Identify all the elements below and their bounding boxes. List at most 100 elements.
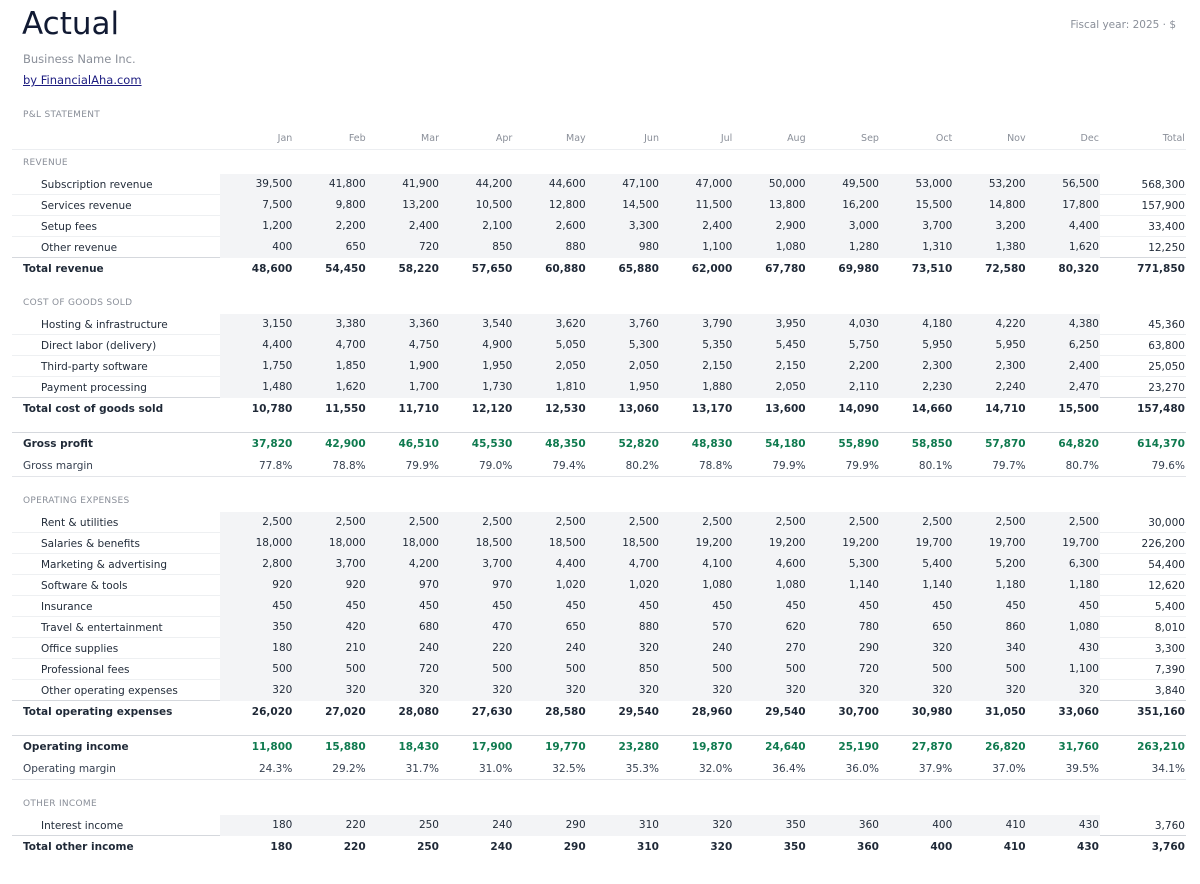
month-cell: 220 [439,638,514,659]
row-label: Software & tools [41,579,128,592]
month-cell: 69,980 [838,262,879,275]
month-cell: 3,700 [439,554,514,575]
month-cell: 320 [659,680,734,701]
month-cell: 31,760 [1058,741,1099,753]
month-cell: 10,780 [251,402,293,415]
month-cell: 58,220 [398,262,439,275]
month-cell: 13,800 [733,195,807,216]
month-cell: 29.2% [332,762,366,775]
month-cell: 320 [879,680,954,701]
month-cell: 2,200 [293,216,367,237]
month-cell: 650 [513,617,587,638]
statement-heading: P&L STATEMENT [23,110,101,120]
month-cell: 360 [857,840,879,853]
pl-table: Jan Feb Mar Apr May Jun Jul Aug Sep Oct Nov Dec Tota… [12,128,1186,857]
month-cell: 400 [930,840,953,853]
month-cell: 4,700 [293,335,367,356]
month-cell: 1,950 [586,377,660,398]
month-cell: 2,500 [879,512,954,533]
business-name: Business Name Inc. [23,52,136,66]
month-cell: 31,050 [985,705,1026,718]
month-cell: 450 [366,596,440,617]
month-cell: 850 [586,659,660,680]
row-label: Interest income [41,819,124,832]
month-cell: 14,660 [911,402,953,415]
month-cell: 27,870 [911,741,953,753]
month-cell: 1,100 [659,237,734,258]
month-cell: 290 [513,815,587,836]
month-cell: 2,110 [806,377,880,398]
month-cell: 26,820 [985,741,1026,753]
month-cell: 970 [366,575,440,596]
month-cell: 1,810 [513,377,587,398]
total-cell: 3,760 [1151,840,1185,853]
month-cell: 5,400 [879,554,954,575]
month-cell: 3,000 [806,216,880,237]
month-cell: 570 [659,617,734,638]
month-cell: 30,980 [911,705,953,718]
month-cell: 39,500 [220,174,294,195]
month-cell: 12,530 [545,402,586,415]
month-cell: 78.8% [332,459,366,472]
month-cell: 39.5% [1065,762,1099,775]
row-label: COST OF GOODS SOLD [23,298,133,308]
month-cell: 41,800 [293,174,367,195]
total-row: Total cost of goods sold 10,780 11,550 11,7… [12,397,1186,419]
row-label: Salaries & benefits [41,537,140,550]
month-cell: 180 [270,840,293,853]
month-cell: 290 [563,840,586,853]
month-cell: 430 [1026,815,1100,836]
month-cell: 980 [586,237,660,258]
row-label: Rent & utilities [41,516,119,529]
month-cell: 1,180 [953,575,1027,596]
month-cell: 2,100 [439,216,514,237]
column-header: Nov [1007,133,1026,144]
table-row: Travel & entertainment 350 420 680 470 650 880… [12,617,1186,638]
month-cell: 470 [439,617,514,638]
month-cell: 500 [953,659,1027,680]
month-cell: 720 [806,659,880,680]
table-row: Third-party software 1,750 1,850 1,900 1,950… [12,356,1186,377]
month-cell: 11,500 [659,195,734,216]
month-cell: 2,800 [220,554,294,575]
month-cell: 450 [659,596,734,617]
month-cell: 2,050 [733,377,807,398]
month-cell: 37.0% [992,762,1026,775]
table-row: Professional fees 500 500 720 500 500 850 500 50… [12,659,1186,680]
month-cell: 78.8% [698,459,733,472]
month-cell: 1,020 [586,575,660,596]
month-cell: 2,200 [806,356,880,377]
total-cell: 3,300 [1154,642,1185,655]
month-cell: 6,300 [1026,554,1100,575]
month-cell: 2,300 [953,356,1027,377]
month-cell: 5,450 [733,335,807,356]
month-cell: 350 [733,815,807,836]
month-cell: 320 [293,680,367,701]
month-cell: 56,500 [1026,174,1100,195]
month-cell: 6,250 [1026,335,1100,356]
month-cell: 4,700 [586,554,660,575]
financialaha-link[interactable]: by FinancialAha.com [23,73,142,87]
total-cell: 12,250 [1148,241,1185,254]
month-cell: 180 [220,638,294,659]
month-cell: 54,450 [325,262,366,275]
month-cell: 880 [586,617,660,638]
month-cell: 79.9% [845,459,879,472]
month-cell: 320 [220,680,294,701]
month-cell: 46,510 [398,438,439,450]
month-cell: 29,540 [618,705,659,718]
month-cell: 220 [343,840,366,853]
month-cell: 2,230 [879,377,954,398]
month-cell: 18,430 [398,741,439,753]
month-cell: 4,400 [513,554,587,575]
month-cell: 2,470 [1026,377,1100,398]
month-cell: 880 [513,237,587,258]
row-label: Insurance [41,600,93,613]
month-cell: 19,700 [1026,533,1100,554]
month-cell: 28,960 [691,705,733,718]
row-label: REVENUE [23,158,68,168]
row-label: OPERATING EXPENSES [23,496,130,506]
month-cell: 650 [293,237,367,258]
month-cell: 310 [637,840,659,853]
month-cell: 920 [220,575,294,596]
